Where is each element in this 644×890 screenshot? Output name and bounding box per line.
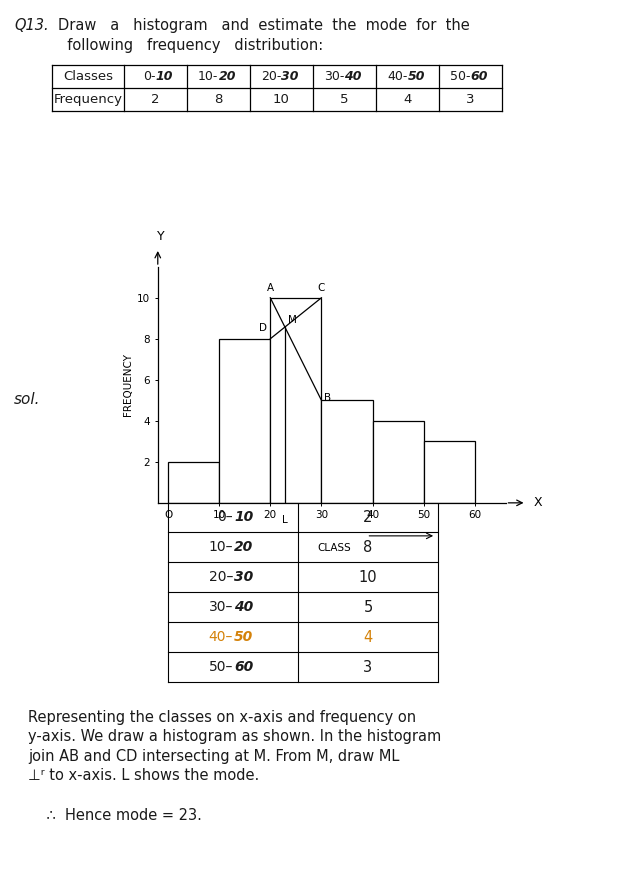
Text: 10–: 10– (209, 540, 233, 554)
Text: 2: 2 (151, 93, 160, 106)
Text: X: X (533, 497, 542, 509)
Text: y-axis. We draw a histogram as shown. In the histogram: y-axis. We draw a histogram as shown. In… (28, 730, 441, 745)
Text: 3: 3 (466, 93, 475, 106)
Bar (321, 400, 373, 503)
Text: 0–: 0– (218, 510, 233, 524)
Text: Frequency: Frequency (53, 93, 122, 106)
Text: 10-: 10- (198, 70, 218, 83)
Text: 4: 4 (403, 93, 412, 106)
Text: D: D (259, 323, 267, 333)
Text: ∴  Hence mode = 23.: ∴ Hence mode = 23. (28, 807, 202, 822)
Text: Representing the classes on x-axis and frequency on: Representing the classes on x-axis and f… (28, 710, 416, 725)
Bar (219, 339, 270, 503)
Text: sol.: sol. (14, 392, 41, 407)
Text: Y: Y (157, 231, 165, 243)
Text: CLASS: CLASS (317, 543, 352, 553)
Text: Draw   a   histogram   and  estimate  the  mode  for  the: Draw a histogram and estimate the mode f… (58, 18, 469, 33)
Bar (168, 462, 219, 503)
Text: 20-: 20- (261, 70, 281, 83)
Text: 40: 40 (345, 70, 362, 83)
Y-axis label: FREQUENCY: FREQUENCY (123, 353, 133, 417)
Text: 20–: 20– (209, 570, 233, 584)
Text: 20: 20 (234, 540, 253, 554)
Text: L: L (282, 515, 288, 525)
Text: Q13.: Q13. (14, 18, 49, 33)
Text: 40: 40 (234, 600, 253, 614)
Text: 20: 20 (218, 70, 236, 83)
Text: 10: 10 (234, 510, 253, 524)
Text: 5: 5 (340, 93, 349, 106)
Text: 8: 8 (363, 539, 373, 554)
Text: following   frequency   distribution:: following frequency distribution: (58, 38, 323, 53)
Text: 8: 8 (214, 93, 223, 106)
Text: Classes: Classes (205, 480, 261, 495)
Bar (424, 441, 475, 503)
Text: Frequency: Frequency (330, 480, 406, 495)
Text: 10: 10 (273, 93, 290, 106)
Text: 50-: 50- (450, 70, 471, 83)
Bar (270, 298, 321, 503)
Text: B: B (324, 393, 331, 403)
Text: join AB and CD intersecting at M. From M, draw ML: join AB and CD intersecting at M. From M… (28, 749, 399, 764)
Text: M: M (288, 315, 297, 325)
Text: A: A (267, 283, 274, 293)
Text: 4: 4 (363, 629, 373, 644)
Text: 30: 30 (234, 570, 253, 584)
Text: 60: 60 (234, 660, 253, 674)
Text: 40-: 40- (387, 70, 408, 83)
Text: 60: 60 (471, 70, 488, 83)
Text: 50: 50 (234, 630, 253, 644)
Text: C: C (317, 283, 325, 293)
Text: 10: 10 (359, 570, 377, 585)
Text: 5: 5 (363, 600, 373, 614)
Text: 30–: 30– (209, 600, 233, 614)
Text: 50: 50 (408, 70, 425, 83)
Text: 10: 10 (155, 70, 173, 83)
Bar (373, 421, 424, 503)
Text: 40–: 40– (209, 630, 233, 644)
Text: Classes: Classes (63, 70, 113, 83)
Text: ⊥ʳ to x-axis. L shows the mode.: ⊥ʳ to x-axis. L shows the mode. (28, 768, 260, 783)
Text: 0-: 0- (143, 70, 155, 83)
Text: 2: 2 (363, 509, 373, 524)
Text: 50–: 50– (209, 660, 233, 674)
Text: 30: 30 (281, 70, 299, 83)
Text: 3: 3 (363, 659, 373, 675)
Text: 30-: 30- (324, 70, 345, 83)
